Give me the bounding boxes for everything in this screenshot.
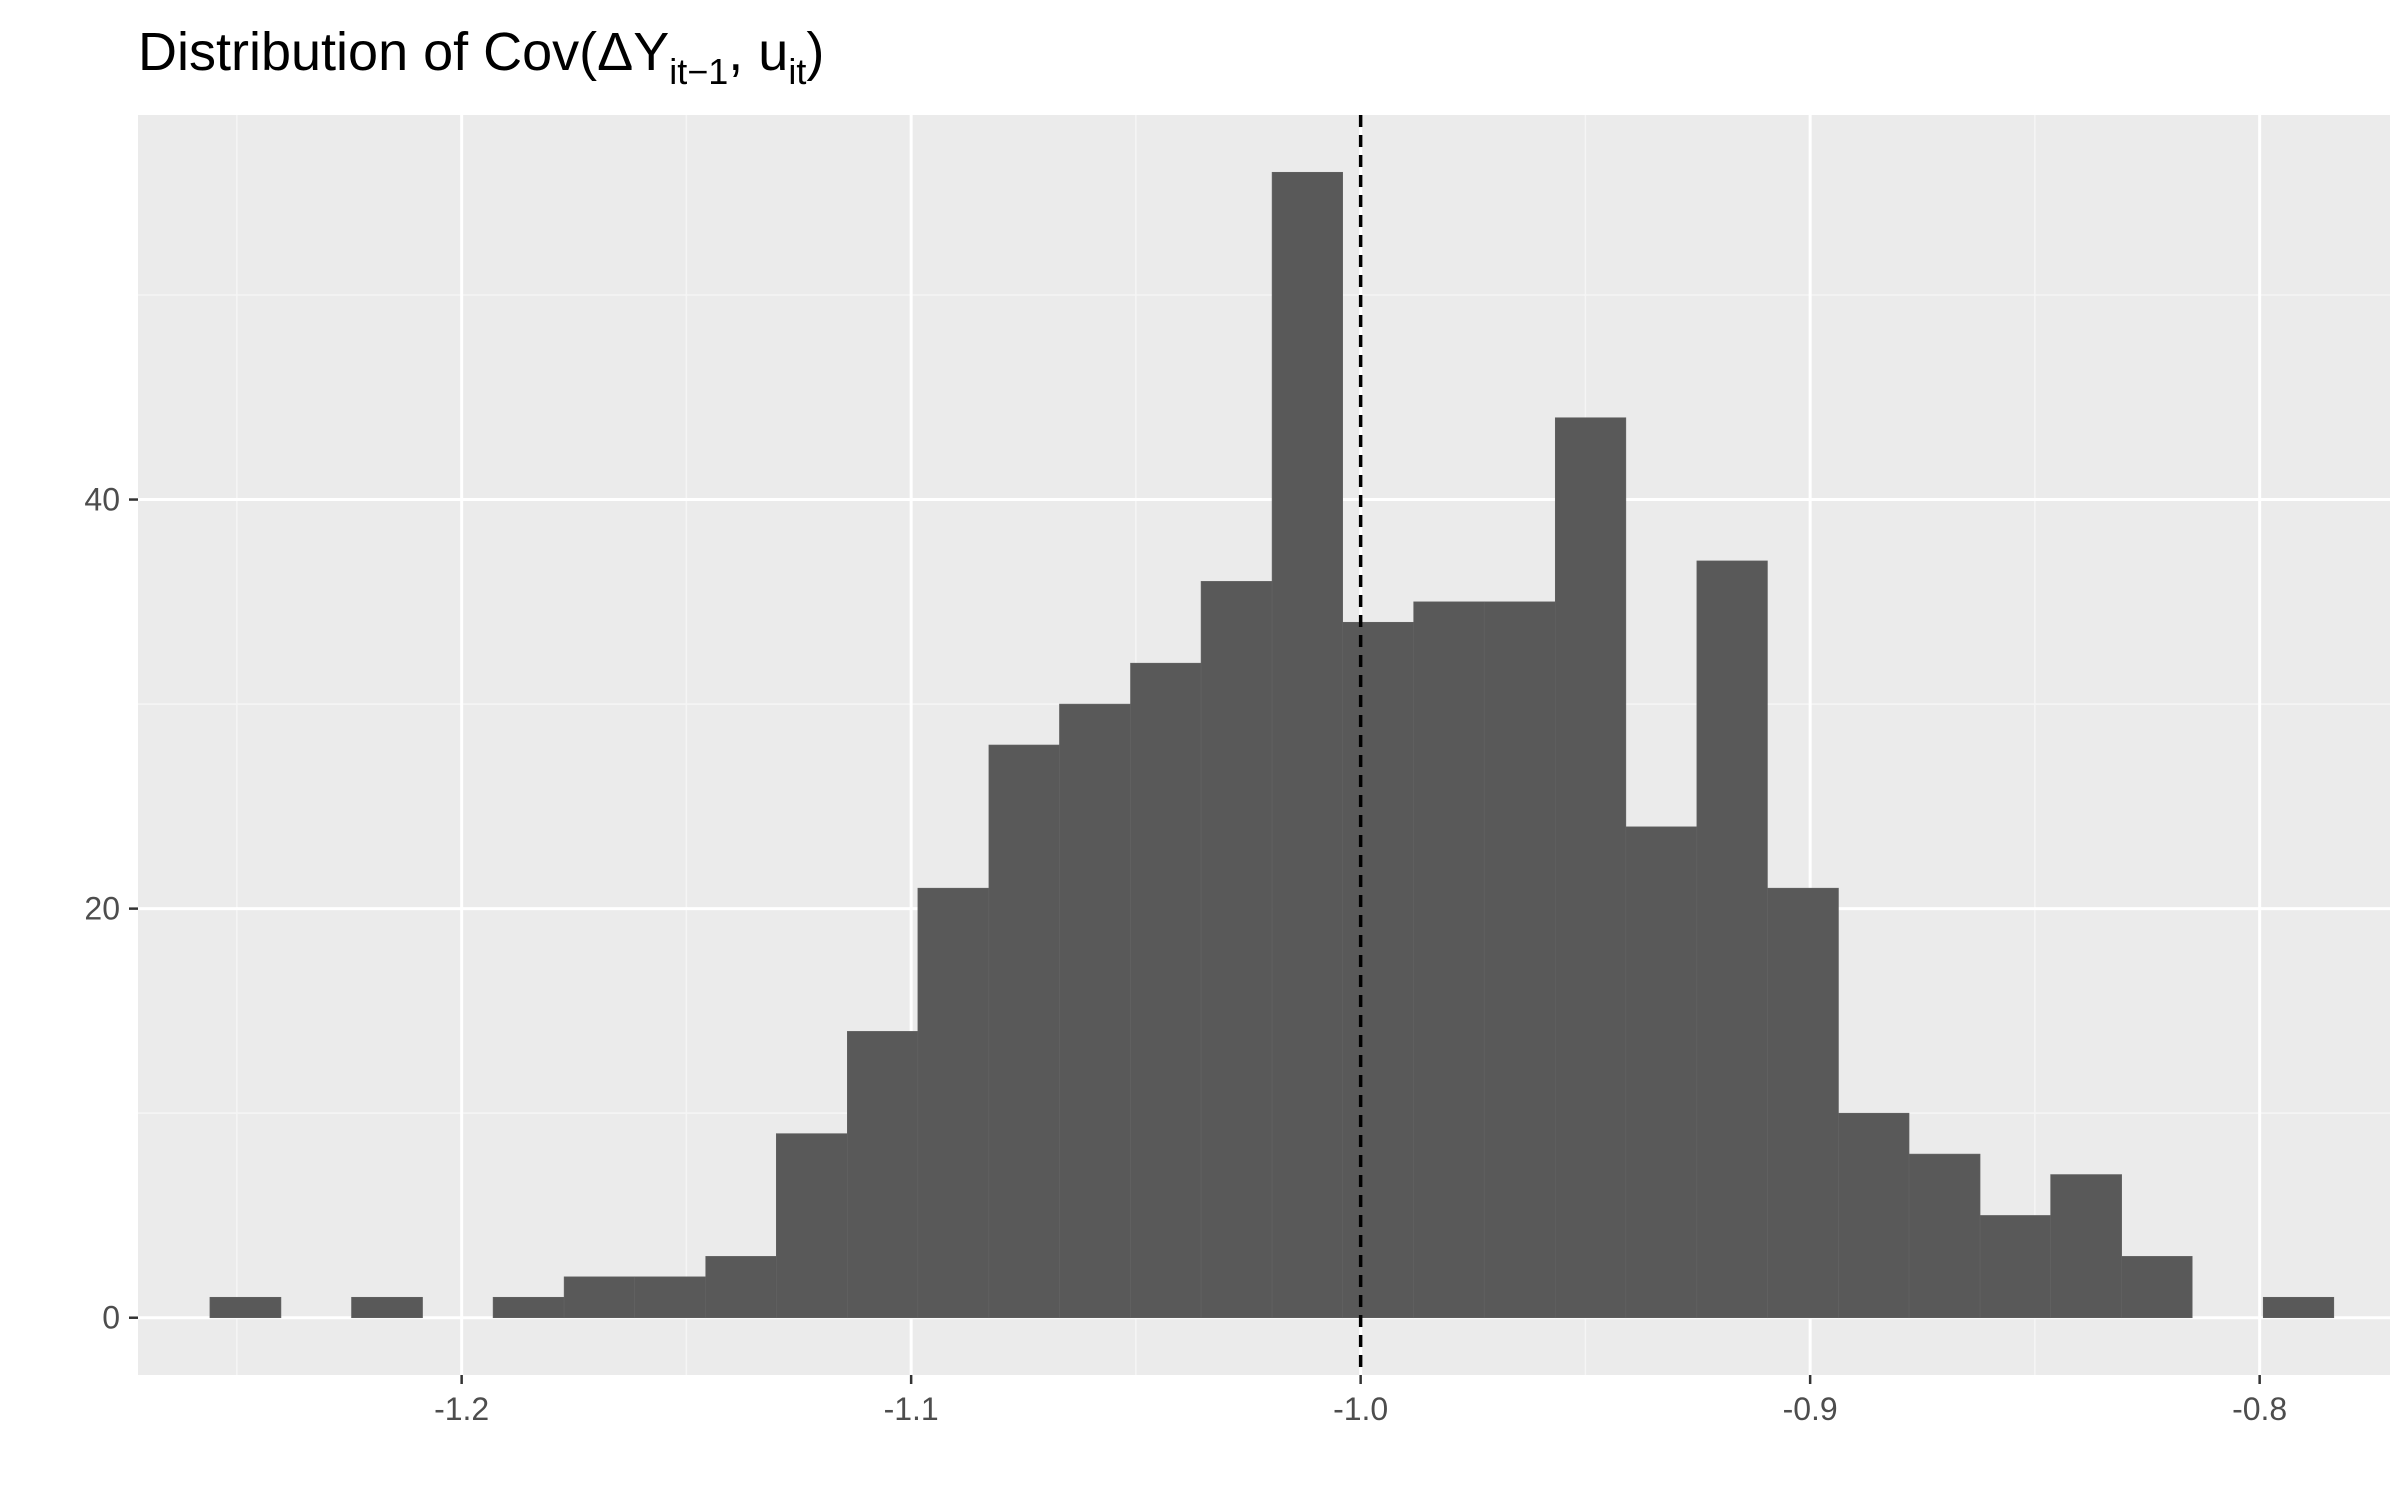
chart-title-prefix: Distribution of Cov(ΔY bbox=[138, 22, 669, 82]
histogram-bar bbox=[1271, 171, 1343, 1319]
y-tick-label: 40 bbox=[84, 482, 120, 518]
y-tick-label: 20 bbox=[84, 891, 120, 927]
histogram-bar bbox=[1908, 1153, 1981, 1319]
histogram-bar bbox=[492, 1296, 565, 1319]
bars bbox=[209, 171, 2335, 1319]
x-tick-label: -1.0 bbox=[1333, 1391, 1388, 1427]
histogram-bar bbox=[1130, 662, 1202, 1319]
chart-title-middle: , u bbox=[728, 22, 788, 82]
y-axis: 0 20 40 bbox=[84, 482, 138, 1336]
histogram-bar bbox=[1625, 826, 1698, 1319]
histogram-bar bbox=[1979, 1215, 2051, 1319]
x-tick-label: -1.1 bbox=[884, 1391, 939, 1427]
chart-title-subscript-2: it bbox=[788, 51, 806, 92]
histogram-bar bbox=[1059, 703, 1131, 1319]
histogram-bar bbox=[2050, 1174, 2122, 1319]
histogram-bar bbox=[1767, 887, 1839, 1319]
histogram-bar bbox=[1696, 560, 1768, 1319]
chart-title-suffix: ) bbox=[806, 22, 824, 82]
x-tick-label: -0.8 bbox=[2232, 1391, 2287, 1427]
histogram-bar bbox=[634, 1276, 707, 1319]
x-tick-label: -1.2 bbox=[434, 1391, 489, 1427]
histogram-bar bbox=[1838, 1112, 1910, 1319]
histogram-bar bbox=[847, 1031, 919, 1319]
histogram-bar bbox=[209, 1296, 282, 1319]
x-tick-label: -0.9 bbox=[1783, 1391, 1838, 1427]
histogram-bar bbox=[775, 1133, 848, 1319]
histogram-bar bbox=[1554, 417, 1627, 1319]
y-tick-label: 0 bbox=[102, 1300, 120, 1336]
histogram-bar bbox=[2121, 1256, 2193, 1319]
histogram-bar bbox=[2262, 1296, 2335, 1319]
histogram-bar bbox=[1483, 601, 1556, 1319]
histogram-bar bbox=[705, 1256, 777, 1319]
histogram-bar bbox=[988, 744, 1060, 1319]
chart-title: Distribution of Cov(ΔYit−1, uit) bbox=[138, 22, 824, 92]
histogram-bar bbox=[1413, 601, 1485, 1319]
histogram-bar bbox=[1200, 581, 1273, 1319]
chart-title-subscript-1: it−1 bbox=[669, 51, 728, 92]
histogram-bar bbox=[917, 887, 990, 1319]
histogram-bar bbox=[1342, 621, 1414, 1319]
x-axis: -1.2 -1.1 -1.0 -0.9 -0.8 bbox=[434, 1375, 2287, 1427]
histogram-bar bbox=[351, 1296, 423, 1319]
histogram-bar bbox=[563, 1276, 635, 1319]
